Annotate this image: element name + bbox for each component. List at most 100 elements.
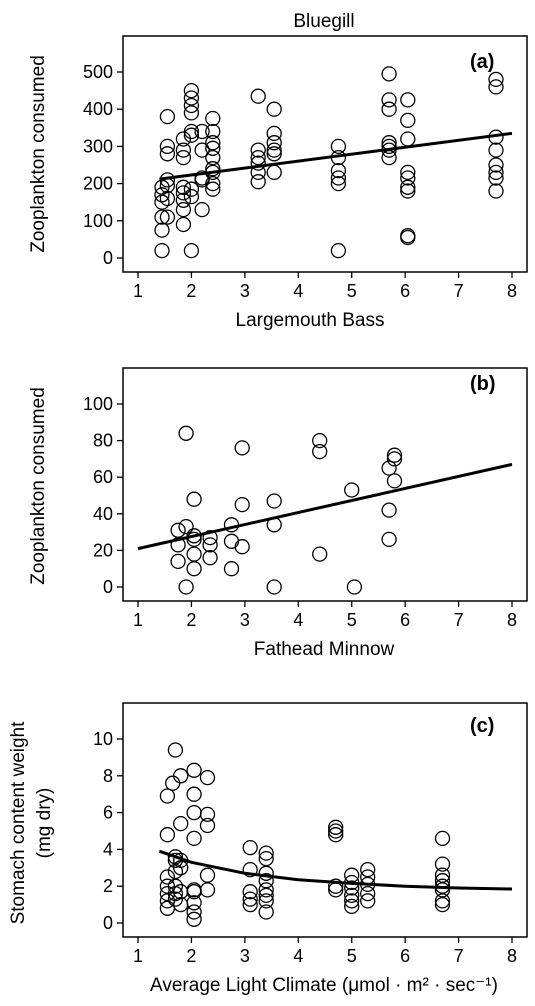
data-point (223, 533, 240, 549)
data-point (194, 123, 210, 140)
data-point (223, 561, 240, 577)
data-point (400, 179, 416, 195)
data-point (381, 502, 397, 518)
x-tick-label: 5 (347, 946, 357, 966)
data-point (186, 911, 202, 927)
data-point (312, 443, 328, 460)
panel-a: 1 2 3 4 5 6 7 8 0 100 200 300 400 500 Largemouth Bass Z… (28, 35, 528, 331)
x-tick-label: 5 (347, 281, 357, 301)
data-point (186, 804, 202, 821)
y-tick-label: 0 (103, 248, 113, 268)
data-point (154, 242, 170, 259)
x-tick-label: 1 (133, 946, 143, 966)
data-point (488, 164, 504, 181)
panel-label: (a) (470, 51, 494, 73)
data-point (154, 222, 170, 238)
data-point (344, 482, 360, 498)
data-point (199, 769, 216, 786)
data-point (159, 190, 176, 207)
data-point (186, 895, 202, 911)
data-point (488, 157, 504, 173)
x-tick-label: 3 (240, 281, 250, 301)
y-tick-label: 200 (83, 174, 113, 194)
y-tick-label: 60 (93, 467, 113, 487)
data-point (175, 179, 192, 195)
data-point (488, 170, 504, 186)
figure-title: Bluegill (293, 11, 354, 32)
data-point (202, 529, 218, 546)
data-point (434, 896, 451, 913)
x-tick-label: 7 (454, 946, 464, 966)
fit-line (137, 462, 513, 551)
x-tick-label: 6 (400, 610, 410, 630)
data-point (381, 92, 397, 108)
data-point (205, 181, 221, 197)
data-point (381, 101, 397, 117)
y-tick-label: 6 (103, 803, 113, 823)
data-point (258, 893, 274, 909)
data-point (381, 135, 397, 151)
data-point (381, 142, 397, 158)
data-point (344, 898, 360, 915)
data-point (170, 522, 186, 538)
data-point (328, 819, 344, 835)
y-axis-label: Stomach content weight (mg dry) (8, 721, 55, 925)
y-tick-label: 300 (83, 136, 113, 156)
y-axis-label: Zooplankton consumed (28, 55, 49, 253)
data-point (258, 882, 274, 898)
panel-label: (c) (470, 715, 494, 737)
data-point (258, 887, 274, 904)
y-tick-label: 0 (103, 913, 113, 933)
data-point (330, 149, 347, 166)
y-tick-label: 4 (103, 839, 113, 859)
data-point (202, 537, 218, 553)
data-point (199, 806, 216, 823)
data-point (199, 817, 216, 834)
x-tick-label: 2 (186, 610, 196, 630)
data-point (199, 867, 216, 883)
data-point (183, 127, 200, 143)
data-point (186, 546, 202, 562)
data-point (178, 579, 194, 595)
data-point (186, 491, 202, 507)
data-point (186, 762, 202, 778)
data-point (312, 546, 328, 562)
data-point (183, 123, 200, 140)
data-point (205, 149, 221, 166)
data-point (173, 768, 189, 784)
data-point (360, 893, 376, 909)
data-point (234, 440, 250, 456)
data-point (250, 149, 266, 166)
data-point (159, 108, 176, 125)
plot-frame (122, 35, 528, 273)
data-point (258, 850, 274, 867)
data-point (381, 138, 397, 155)
panel-label: (b) (470, 373, 496, 395)
y-tick-label: 100 (83, 394, 113, 414)
data-point (434, 882, 451, 898)
x-tick-label: 4 (293, 610, 303, 630)
data-point (159, 827, 176, 843)
data-point (186, 830, 202, 847)
data-point (344, 893, 360, 909)
x-tick-label: 1 (133, 610, 143, 630)
x-tick-label: 6 (400, 946, 410, 966)
data-point (328, 878, 344, 894)
data-point (175, 142, 192, 158)
data-point (400, 92, 416, 108)
x-tick-label: 7 (454, 610, 464, 630)
data-point (266, 164, 282, 181)
data-point (205, 110, 221, 127)
data-point (381, 66, 397, 82)
data-point (173, 815, 189, 832)
data-point (183, 181, 200, 197)
data-point (386, 473, 403, 489)
data-point (175, 216, 192, 233)
data-point (159, 788, 176, 804)
data-point (488, 183, 504, 199)
y-tick-label: 400 (83, 99, 113, 119)
data-point (381, 531, 397, 548)
data-point (360, 885, 376, 902)
data-point (234, 539, 250, 555)
